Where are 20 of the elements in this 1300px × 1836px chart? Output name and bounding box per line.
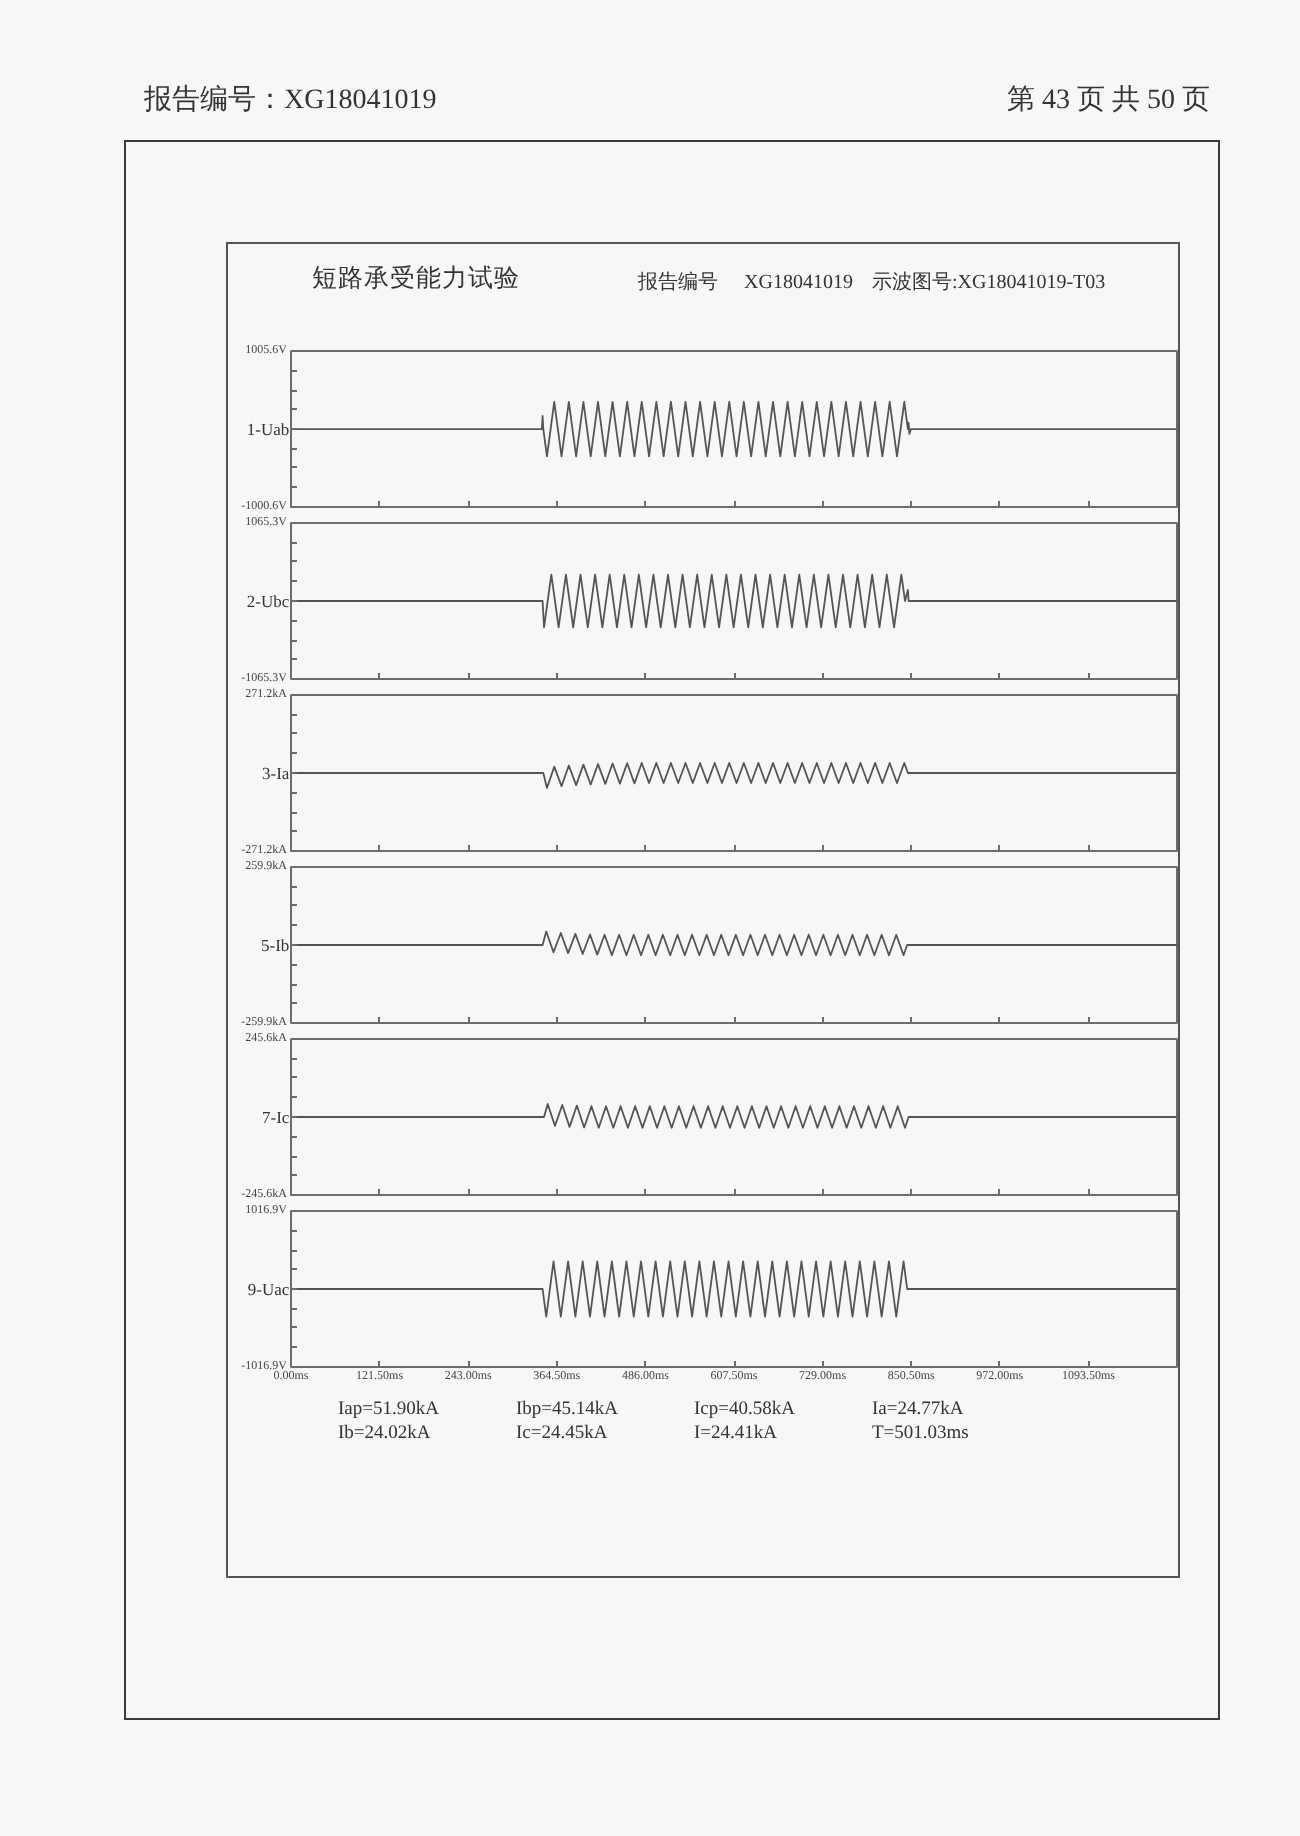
- text: Ia=24.77kA: [872, 1400, 964, 1421]
- text: Iap=51.90kA: [338, 1400, 439, 1421]
- text: Ic=24.45kA: [516, 1424, 608, 1445]
- y-axis-title: 7-Ic: [261, 1107, 290, 1127]
- chart-title: 短路承受能力试验: [312, 264, 520, 294]
- text: 示波图号:XG18041019-T03: [872, 272, 1106, 294]
- text: 报告编号：XG18041019: [144, 86, 437, 117]
- text: Ib=24.02kA: [338, 1424, 431, 1445]
- y-axis-title: 5-Ib: [261, 935, 290, 955]
- text: Ibp=45.14kA: [516, 1400, 619, 1421]
- text: 第 43 页 共 50 页: [1007, 86, 1210, 117]
- text: T=501.03ms: [872, 1424, 969, 1445]
- y-axis-title: 1-Uab: [246, 419, 290, 439]
- text: I=24.41kA: [694, 1424, 778, 1445]
- y-axis-title: 9-Uac: [247, 1279, 290, 1299]
- text: XG18041019: [744, 272, 853, 294]
- text: Icp=40.58kA: [694, 1400, 795, 1421]
- y-axis-title: 2-Ubc: [246, 591, 290, 611]
- y-axis-title: 3-Ia: [261, 763, 290, 783]
- text: 报告编号: [638, 272, 718, 294]
